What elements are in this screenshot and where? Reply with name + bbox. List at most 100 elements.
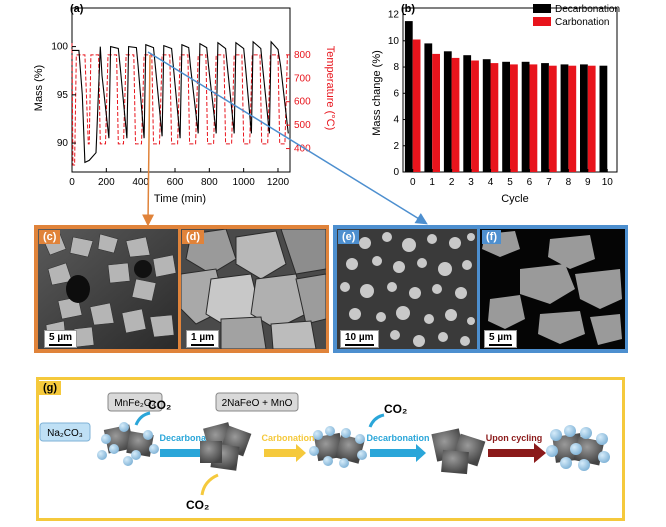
- step3-label: Decarbonation: [366, 433, 429, 443]
- arrow-3: [370, 444, 426, 462]
- sem-scale-f: 5 µm: [484, 330, 517, 348]
- co2-out-arrow-2: [368, 413, 385, 428]
- mnfe-text: MnFe₂O₄: [114, 398, 155, 409]
- co2-out-2: CO₂: [384, 402, 407, 416]
- chart-b-label: (b): [401, 3, 415, 15]
- chart-b-ytick-label: 0: [393, 167, 399, 178]
- chart-a-xtick-label: 0: [69, 177, 75, 188]
- step2-label: Carbonation: [262, 433, 315, 443]
- cluster-5: [546, 425, 610, 471]
- step1-label: Decarbonation: [159, 433, 222, 443]
- chart-b-xtick-label: 9: [585, 177, 591, 188]
- legend-label-decarbonation: Decarbonation: [555, 4, 620, 15]
- sem-image-c: [38, 229, 178, 349]
- legend-swatch-carbonation: [533, 17, 551, 26]
- sem-texture-e: [337, 229, 477, 349]
- co2-in: CO₂: [186, 498, 209, 512]
- chart-a-xtick-label: 200: [98, 177, 115, 188]
- chart-a-xtick-label: 800: [201, 177, 218, 188]
- chart-b-xtick-label: 2: [449, 177, 455, 188]
- chart-a-xlabel: Time (min): [154, 193, 206, 205]
- bar-carbonation-6: [529, 64, 538, 172]
- chart-a-y2tick-label: 700: [294, 73, 311, 84]
- bar-decarbonation-10: [599, 65, 608, 172]
- chart-b-ytick-label: 10: [388, 36, 400, 47]
- sem-image-e: [337, 229, 477, 349]
- chart-a: 0 200 400 600 800 1000 1200 90 95 100 400 500 600 700…: [33, 3, 336, 205]
- bar-carbonation-7: [548, 65, 557, 172]
- bar-decarbonation-2: [443, 51, 452, 172]
- step4-label: Upon cycling: [486, 433, 543, 443]
- bar-decarbonation-1: [424, 43, 433, 173]
- chart-a-ytick-label: 100: [51, 42, 68, 53]
- sem-image-f: [480, 229, 625, 349]
- chart-b-ytick-label: 6: [393, 88, 399, 99]
- bar-carbonation-9: [587, 65, 596, 172]
- chart-b: 0 1 2 3 4 5 6 7 8 9 10024681012DecarbonationCarbon…: [371, 3, 620, 205]
- chart-a-y2tick-label: 400: [294, 144, 311, 155]
- chart-a-y2label: Temperature (°C): [324, 46, 336, 130]
- sem-image-d: [181, 229, 326, 349]
- products-text: 2NaFeO + MnO: [222, 398, 293, 409]
- cluster-1: [97, 422, 159, 466]
- arrow-2: [264, 444, 306, 462]
- sem-scale-d: 1 µm: [186, 330, 219, 348]
- chart-a-xtick-label: 400: [132, 177, 149, 188]
- legend-label-carbonation: Carbonation: [555, 17, 609, 28]
- chart-b-ytick-label: 8: [393, 62, 399, 73]
- series-mass-line: [72, 40, 289, 164]
- mnfe-box: [107, 392, 163, 412]
- series-temperature-line: [71, 43, 288, 166]
- bar-decarbonation-5: [502, 61, 510, 172]
- co2-in-arrow: [200, 473, 219, 496]
- chart-a-xtick-label: 1200: [267, 177, 290, 188]
- scheme-label: (g): [39, 381, 62, 395]
- co2-out-arrow-1: [134, 411, 151, 426]
- chart-a-frame: [71, 7, 291, 173]
- chart-b-xtick-label: 8: [566, 177, 572, 188]
- arrow-1: [160, 444, 212, 462]
- bar-carbonation-8: [568, 65, 577, 172]
- sem-tag-d: (d): [182, 230, 205, 244]
- sem-tag-c: (c): [39, 230, 61, 244]
- chart-b-xtick-label: 0: [410, 177, 416, 188]
- chart-b-xtick-label: 4: [488, 177, 494, 188]
- bar-decarbonation-8: [560, 64, 569, 172]
- chart-a-ylabel: Mass (%): [33, 65, 45, 111]
- cluster-4: [431, 428, 486, 475]
- bar-carbonation-1: [432, 53, 440, 172]
- blue-arrow: [147, 51, 428, 225]
- chart-b-xtick-label: 5: [507, 177, 513, 188]
- bar-carbonation-3: [471, 60, 479, 172]
- orange-arrow: [142, 54, 155, 227]
- sem-scale-c: 5 µm: [44, 330, 77, 348]
- chart-a-y2tick-label: 500: [294, 120, 311, 131]
- bar-carbonation-2: [451, 57, 460, 172]
- products-box: [215, 392, 299, 412]
- arrow-4: [488, 443, 546, 463]
- chart-b-xtick-label: 3: [468, 177, 474, 188]
- chart-a-ytick-label: 95: [57, 90, 69, 101]
- cluster-2: [200, 422, 252, 471]
- bar-decarbonation-9: [580, 64, 588, 172]
- sem-scale-e: 10 µm: [340, 330, 379, 348]
- chart-a-ytick-label: 90: [57, 138, 69, 149]
- scheme-diagram: MnFe₂O₄ Na₂CO₃ 2NaFeO + MnO CO₂ Decarbon…: [39, 392, 610, 512]
- sem-texture-c: [38, 229, 178, 349]
- bar-carbonation-0: [412, 39, 421, 172]
- chart-b-ylabel: Mass change (%): [371, 50, 383, 136]
- chart-b-ytick-label: 12: [388, 10, 400, 21]
- legend-swatch-decarbonation: [533, 4, 551, 13]
- chart-b-xlabel: Cycle: [501, 193, 529, 205]
- chart-a-xtick-label: 1000: [233, 177, 256, 188]
- na2co3-text: Na₂CO₃: [47, 428, 83, 439]
- sem-tag-e: (e): [338, 230, 360, 244]
- sem-tag-f: (f): [482, 230, 501, 244]
- bar-decarbonation-3: [463, 55, 472, 173]
- bar-decarbonation-0: [404, 21, 413, 172]
- bar-carbonation-5: [510, 64, 518, 172]
- bar-decarbonation-7: [541, 63, 549, 172]
- bar-decarbonation-4: [482, 59, 491, 173]
- chart-a-y2tick-label: 800: [294, 50, 311, 61]
- chart-a-xtick-label: 600: [167, 177, 184, 188]
